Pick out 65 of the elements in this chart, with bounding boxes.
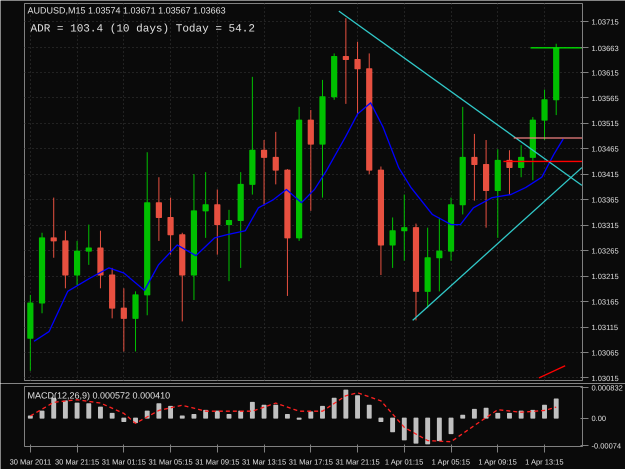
bar: [495, 412, 500, 419]
candlestick: [260, 140, 268, 206]
bar: [390, 418, 396, 432]
bar: [460, 414, 466, 419]
candlestick: [202, 172, 209, 238]
candlestick: [120, 288, 127, 352]
candlestick: [401, 194, 408, 262]
candlestick: [86, 224, 92, 266]
bar: [355, 395, 360, 419]
bar: [180, 415, 185, 419]
bar: [74, 402, 80, 419]
candlestick: [541, 89, 548, 141]
line-series: [33, 102, 564, 342]
bar: [507, 412, 512, 419]
bar: [366, 404, 372, 419]
bar: [226, 414, 232, 419]
line-series: [30, 392, 557, 442]
candlestick: [354, 41, 361, 115]
chart-title: AUDUSD,M15 1.03574 1.03671 1.03567 1.03663: [28, 6, 226, 16]
candlestick: [50, 197, 57, 258]
candlestick: [436, 216, 442, 292]
bar: [262, 404, 267, 419]
candlestick: [156, 176, 162, 242]
candlestick: [308, 109, 314, 212]
bar: [110, 412, 115, 419]
bar: [425, 418, 430, 444]
bar: [214, 410, 220, 419]
bar: [238, 410, 244, 419]
bar: [156, 403, 162, 419]
bar: [542, 404, 547, 419]
bar: [448, 418, 454, 434]
candlestick: [272, 131, 279, 185]
bar: [273, 404, 278, 419]
bar: [98, 406, 103, 419]
bar: [86, 403, 92, 419]
bar: [472, 408, 477, 419]
bar: [436, 418, 442, 442]
bar: [484, 408, 489, 419]
candlestick: [167, 197, 174, 256]
bar: [332, 398, 337, 419]
bar: [308, 411, 314, 419]
bar: [402, 418, 407, 440]
bar: [40, 410, 44, 419]
chart-title: MACD(12,26,9) 0.000572 0.000410: [28, 390, 170, 400]
bar: [284, 414, 290, 419]
bar: [168, 406, 174, 419]
candlestick: [226, 209, 232, 282]
annotation: ADR = 103.4 (10 days) Today = 54.2: [30, 24, 255, 36]
candlestick: [342, 18, 349, 104]
bar: [62, 400, 68, 419]
bar: [191, 414, 196, 419]
bar: [250, 402, 255, 419]
candlestick: [390, 216, 396, 268]
bar: [121, 418, 126, 422]
bar: [554, 398, 559, 419]
bar: [343, 390, 348, 419]
bar: [414, 418, 418, 444]
bar: [530, 410, 536, 419]
candlestick: [471, 133, 478, 202]
candlestick: [132, 290, 139, 352]
bar: [28, 415, 33, 419]
bar: [378, 418, 384, 422]
bar: [133, 418, 138, 424]
candlestick: [214, 188, 220, 256]
candlestick: [74, 240, 80, 286]
